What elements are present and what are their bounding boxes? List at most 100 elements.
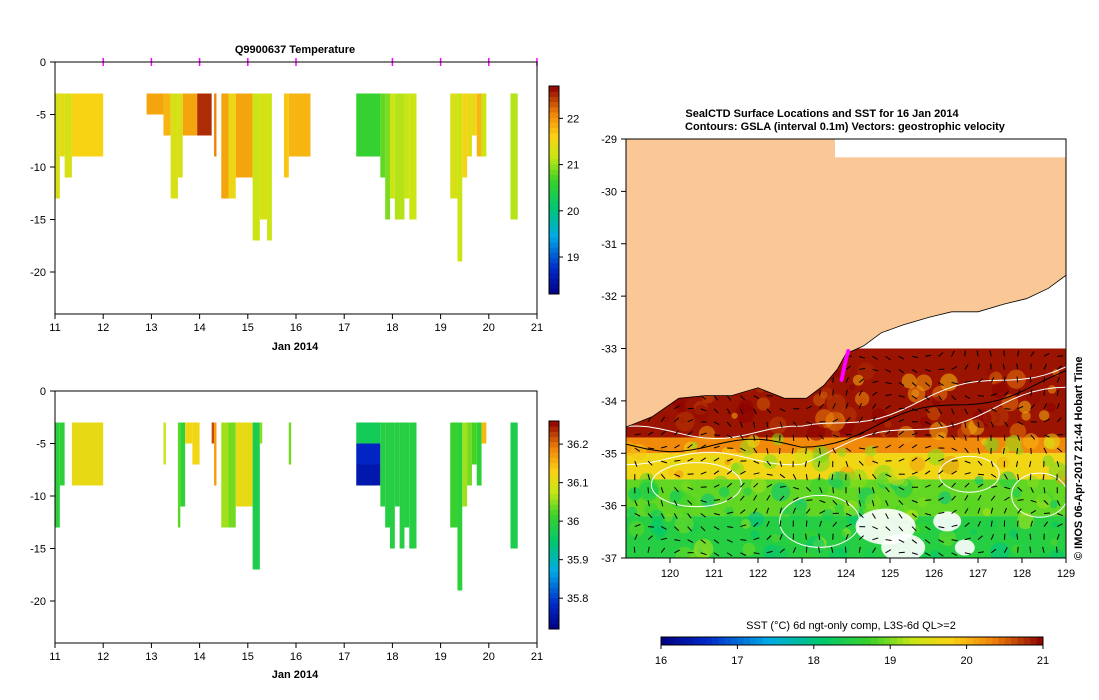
velocity-vector	[872, 473, 877, 480]
velocity-vector	[898, 486, 905, 491]
velocity-vector	[898, 355, 905, 360]
velocity-vector	[806, 486, 812, 492]
profile-cell	[481, 422, 487, 444]
velocity-vector	[713, 526, 720, 531]
sst-patch	[675, 546, 694, 558]
velocity-vector	[858, 378, 865, 383]
velocity-vector	[753, 522, 759, 527]
velocity-vector	[858, 460, 864, 466]
velocity-vector	[753, 460, 760, 464]
velocity-vector	[964, 508, 969, 514]
velocity-vector	[859, 367, 866, 370]
velocity-vector	[727, 526, 734, 528]
colorbar-step	[549, 509, 559, 516]
sst-patch	[725, 448, 739, 463]
lat-tick-label: -37	[601, 553, 617, 565]
colorbar-step	[549, 236, 559, 243]
profile-cell	[462, 93, 468, 178]
velocity-vector	[1056, 365, 1063, 370]
colorbar-step	[549, 587, 559, 594]
velocity-vector	[647, 447, 655, 450]
colorbar-step	[1017, 637, 1025, 645]
colorbar-step	[549, 597, 559, 604]
sst-patch	[1009, 529, 1019, 539]
velocity-vector	[977, 447, 980, 455]
velocity-vector	[1030, 351, 1035, 357]
sst-patch	[748, 511, 764, 528]
colorbar-step	[1023, 637, 1031, 645]
velocity-vector	[951, 408, 955, 415]
velocity-vector	[991, 393, 997, 397]
sst-patch	[864, 547, 876, 558]
velocity-vector	[898, 539, 905, 543]
velocity-vector	[831, 474, 834, 481]
sst-map-panel: SealCTD Surface Locations and SST for 16…	[601, 108, 1075, 667]
velocity-vector	[832, 447, 837, 454]
velocity-vector	[1016, 363, 1019, 370]
velocity-vector	[924, 526, 931, 531]
velocity-vector	[753, 482, 759, 488]
velocity-vector	[753, 552, 760, 555]
velocity-vector	[858, 513, 864, 519]
sst-patch	[718, 486, 730, 498]
colorbar-step	[549, 148, 559, 155]
velocity-vector	[806, 508, 811, 514]
velocity-vector	[674, 473, 681, 477]
colorbar-step	[549, 618, 559, 625]
colorbar-step	[947, 637, 955, 645]
velocity-vector	[633, 546, 636, 553]
velocity-vector	[1002, 447, 1005, 454]
velocity-vector	[872, 526, 879, 530]
colorbar-step	[972, 637, 980, 645]
velocity-vector	[674, 486, 679, 493]
colorbar-step	[826, 637, 834, 645]
velocity-vector	[740, 552, 747, 556]
velocity-vector	[977, 483, 984, 488]
sst-patch	[801, 547, 819, 558]
sst-patch	[626, 506, 638, 518]
velocity-vector	[673, 513, 678, 520]
colorbar-step	[549, 499, 559, 505]
velocity-vector	[766, 408, 772, 414]
velocity-vector	[924, 395, 930, 401]
sst-patch	[743, 487, 752, 496]
y-tick-label: 0	[40, 386, 46, 398]
sst-patch	[927, 448, 945, 466]
sst-patch	[1049, 549, 1065, 558]
colorbar-step	[549, 106, 559, 113]
velocity-vector	[661, 537, 668, 541]
velocity-vector	[951, 395, 957, 401]
colorbar-step	[549, 556, 559, 562]
velocity-vector	[806, 405, 813, 410]
colorbar-tick-label: 16	[655, 655, 667, 667]
velocity-vector	[845, 447, 852, 452]
velocity-vector	[977, 421, 980, 428]
colorbar-step	[1011, 637, 1019, 645]
sst-patch	[929, 421, 948, 441]
colorbar-step	[549, 143, 559, 149]
velocity-vector	[687, 526, 692, 532]
velocity-vector	[951, 539, 958, 542]
sst-patch	[794, 447, 813, 466]
colorbar-step	[549, 623, 559, 630]
sst-patch	[698, 425, 716, 443]
colorbar-step	[692, 637, 700, 645]
map-title: SealCTD Surface Locations and SST for 16…	[685, 108, 959, 120]
velocity-vector	[938, 421, 943, 427]
velocity-vector	[938, 483, 944, 488]
velocity-vector	[753, 508, 758, 514]
colorbar-step	[966, 637, 974, 645]
velocity-vector	[1056, 460, 1060, 468]
colorbar-tick-label: 20	[567, 206, 579, 218]
colorbar-step	[1004, 637, 1012, 645]
profile-cell	[252, 422, 260, 570]
colorbar-step	[549, 190, 559, 196]
colorbar-step	[1030, 637, 1038, 645]
velocity-vector	[845, 513, 852, 517]
colorbar-step	[549, 608, 559, 614]
velocity-vector	[726, 395, 732, 401]
velocity-vector	[1030, 434, 1036, 440]
velocity-vector	[687, 430, 693, 436]
colorbar-step	[922, 637, 929, 645]
velocity-vector	[818, 474, 821, 481]
